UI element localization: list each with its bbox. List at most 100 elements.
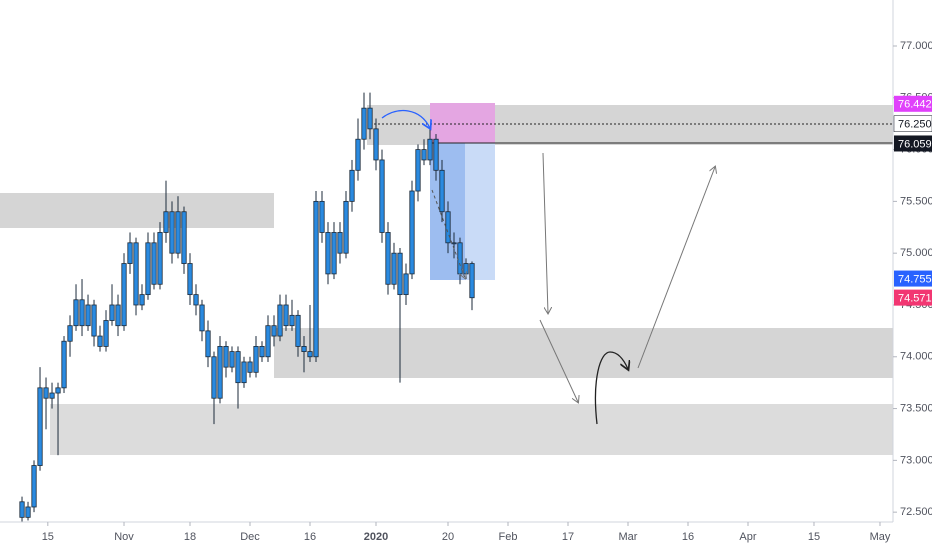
candle-body	[385, 232, 391, 285]
candle-body	[211, 356, 217, 399]
candle-body	[427, 138, 433, 161]
zone	[0, 193, 274, 228]
arrow	[542, 152, 548, 313]
x-tick-label: 15	[42, 531, 54, 543]
candle-body	[355, 138, 361, 171]
candle-body	[451, 242, 457, 245]
price-label: 74.571	[898, 293, 932, 305]
price-label-bg	[894, 95, 932, 112]
candle-body	[253, 346, 259, 373]
x-tick-label: 16	[304, 531, 316, 543]
price-label: 76.250	[898, 119, 932, 131]
zone	[274, 328, 893, 378]
price-label: 76.442	[898, 99, 932, 111]
candle-body	[103, 320, 109, 347]
candle-body	[67, 325, 73, 342]
candle-body	[313, 200, 319, 358]
candle-body	[247, 361, 253, 373]
candle-body	[205, 330, 211, 358]
candle-body	[439, 169, 445, 213]
candle-body	[193, 294, 199, 306]
candle-body	[121, 263, 127, 327]
candle-body	[421, 149, 427, 161]
x-tick-label: May	[870, 531, 891, 543]
dashed-arrow	[431, 189, 465, 278]
candle-body	[403, 273, 409, 296]
price-label-bg	[893, 115, 932, 132]
candle-body	[31, 465, 37, 508]
y-tick-label: 74.000	[900, 351, 932, 363]
x-tick-label: Nov	[114, 531, 134, 543]
candle-body	[115, 304, 121, 327]
candle-body	[97, 335, 103, 347]
y-tick-label: 75.000	[900, 247, 932, 259]
price-label: 76.059	[898, 138, 932, 150]
candle-body	[415, 149, 421, 192]
candle-body	[73, 299, 79, 327]
candle-body	[151, 242, 157, 285]
candle-body	[331, 232, 337, 275]
candle-body	[343, 200, 349, 254]
candle-body	[397, 252, 403, 296]
candle-body	[139, 294, 145, 306]
drawings	[381, 109, 715, 425]
candle-body	[199, 304, 205, 332]
candle-body	[109, 304, 115, 321]
candle-body	[235, 351, 241, 384]
candle-body	[409, 190, 415, 275]
candle-body	[373, 128, 379, 161]
candle-body	[295, 314, 301, 347]
candle-body	[223, 346, 229, 368]
candle-body	[163, 211, 169, 233]
candle-body	[337, 232, 343, 254]
x-tick-label: 15	[808, 531, 820, 543]
candle-body	[265, 325, 271, 358]
candle-body	[349, 169, 355, 202]
candle-body	[445, 211, 451, 244]
candle-body	[25, 506, 31, 518]
y-tick-label: 77.000	[900, 40, 932, 52]
x-tick-label: 17	[562, 531, 574, 543]
x-tick-label: Feb	[499, 531, 518, 543]
candle-body	[169, 211, 175, 254]
candle-body	[91, 304, 97, 337]
candle-body	[433, 138, 439, 171]
candle-body	[145, 242, 151, 296]
candle-body	[229, 351, 235, 368]
arrow	[539, 319, 578, 402]
candle-body	[37, 387, 43, 466]
candle-body	[55, 387, 61, 394]
candle-body	[463, 263, 469, 275]
stop-box	[430, 103, 495, 143]
candle-body	[175, 211, 181, 254]
candle-body	[127, 242, 133, 264]
candle-body	[181, 211, 187, 264]
candle-body	[157, 232, 163, 285]
x-tick-label: 2020	[364, 531, 388, 543]
candle-body	[271, 325, 277, 337]
y-tick-label: 73.500	[900, 402, 932, 414]
candle-body	[187, 263, 193, 296]
candle-body	[61, 340, 67, 389]
candle-body	[469, 263, 475, 299]
candle-body	[283, 304, 289, 327]
price-label: 74.755	[898, 273, 932, 285]
x-tick-label: Dec	[240, 531, 260, 543]
curved-arrow	[594, 351, 628, 425]
candle-body	[259, 346, 265, 358]
candle-body	[367, 107, 373, 130]
candle-body	[289, 314, 295, 327]
candle-body	[307, 351, 313, 358]
curved-arrow	[381, 109, 430, 128]
arrow	[637, 167, 715, 369]
candle-body	[241, 361, 247, 384]
candle-body	[79, 299, 85, 327]
candle-body	[319, 200, 325, 233]
candle-body	[277, 304, 283, 337]
candle-body	[49, 392, 55, 399]
x-tick-label: Apr	[739, 531, 756, 543]
x-tick-label: 16	[682, 531, 694, 543]
x-tick-label: Mar	[619, 531, 638, 543]
candle-body	[19, 501, 25, 518]
